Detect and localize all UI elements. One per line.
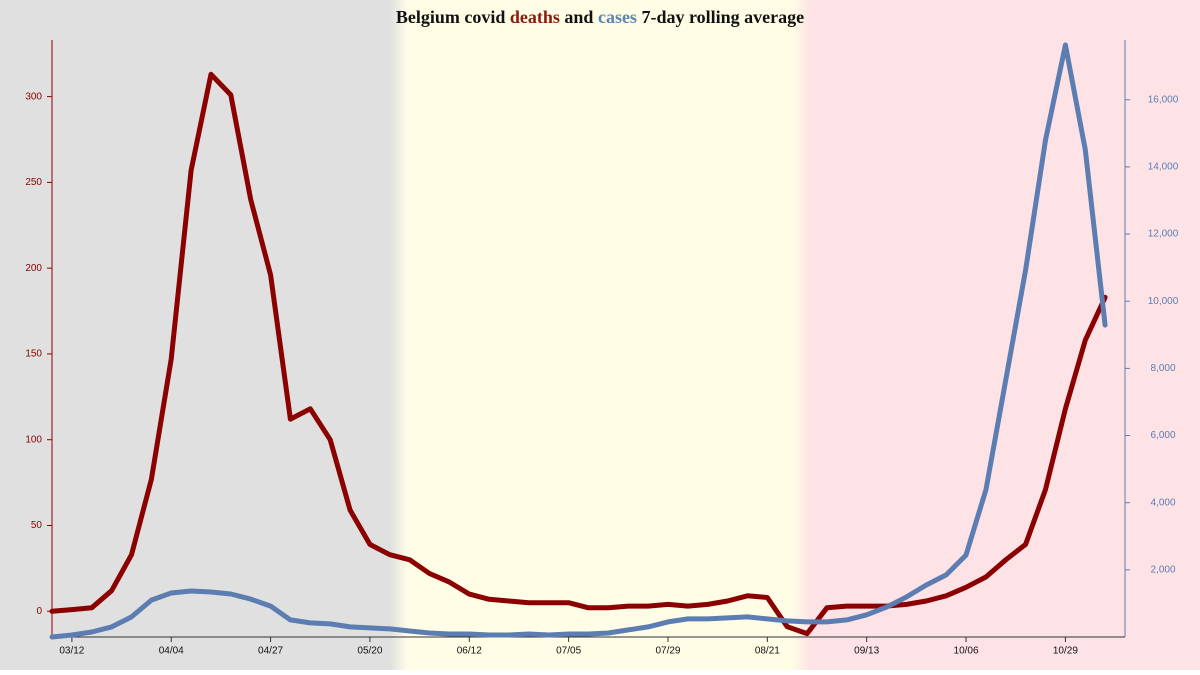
- y2-tick-label: 2,000: [1150, 564, 1175, 575]
- y-tick-label: 200: [25, 263, 42, 274]
- y-tick-label: 0: [36, 606, 42, 617]
- x-tick-label: 09/13: [854, 646, 879, 657]
- title-part: cases: [598, 7, 637, 27]
- y2-tick-label: 8,000: [1150, 363, 1175, 374]
- x-tick-label: 04/04: [159, 646, 184, 657]
- title-part: Belgium covid: [396, 7, 506, 27]
- series-line: [49, 71, 1108, 637]
- y-tick-label: 50: [31, 520, 43, 531]
- y2-tick-label: 14,000: [1148, 162, 1179, 173]
- chart-title: Belgium covid deaths and cases 7-day rol…: [396, 7, 804, 27]
- series-line: [49, 42, 1108, 640]
- y2-tick-label: 6,000: [1150, 430, 1175, 441]
- x-tick-label: 10/29: [1053, 646, 1078, 657]
- title-part: deaths: [510, 7, 560, 27]
- x-tick-label: 03/12: [59, 646, 84, 657]
- title-part: 7-day rolling average: [641, 7, 804, 27]
- y2-tick-label: 4,000: [1150, 497, 1175, 508]
- x-tick-label: 07/29: [655, 646, 680, 657]
- y-tick-label: 100: [25, 434, 42, 445]
- y-tick-label: 300: [25, 91, 42, 102]
- x-tick-label: 08/21: [755, 646, 780, 657]
- x-tick-label: 05/20: [357, 646, 382, 657]
- y-tick-label: 150: [25, 349, 42, 360]
- x-tick-label: 10/06: [954, 646, 979, 657]
- x-tick-label: 04/27: [258, 646, 283, 657]
- title-part: and: [564, 7, 593, 27]
- y-tick-label: 250: [25, 177, 42, 188]
- x-tick-label: 06/12: [457, 646, 482, 657]
- x-tick-label: 07/05: [556, 646, 581, 657]
- y2-tick-label: 12,000: [1148, 229, 1179, 240]
- y2-tick-label: 16,000: [1148, 94, 1179, 105]
- y2-tick-label: 10,000: [1148, 296, 1179, 307]
